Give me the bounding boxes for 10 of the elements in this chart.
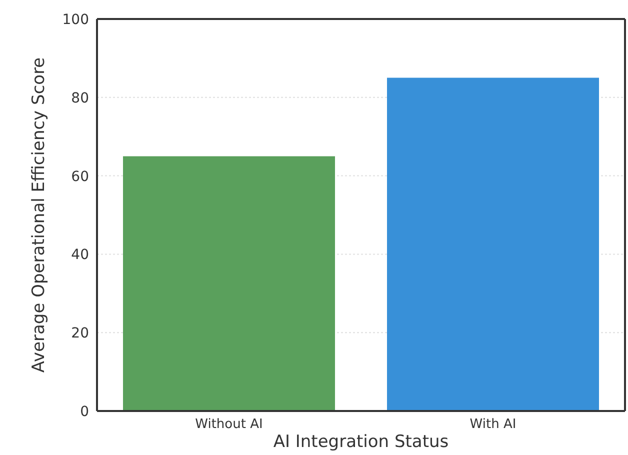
y-tick-label: 0 xyxy=(80,404,89,420)
x-tick-label: With AI xyxy=(470,417,516,432)
y-tick-label: 100 xyxy=(62,12,89,28)
y-tick-label: 20 xyxy=(71,326,89,342)
x-tick-label: Without AI xyxy=(195,417,263,432)
x-axis-title: AI Integration Status xyxy=(273,432,449,452)
y-tick-label: 40 xyxy=(71,247,89,264)
y-tick-label: 60 xyxy=(71,168,89,185)
y-axis-title: Average Operational Efficiency Score xyxy=(29,57,50,373)
y-tick-label: 80 xyxy=(71,90,89,106)
